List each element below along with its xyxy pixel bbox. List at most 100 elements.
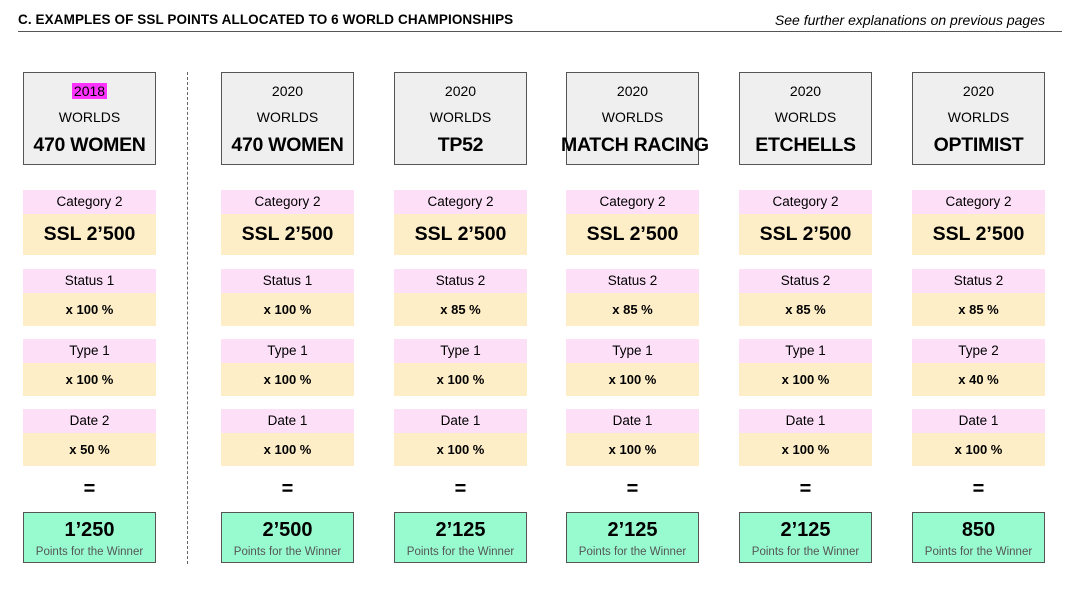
championship-column: 2018 WORLDS 470 WOMEN Category 2 SSL 2’5… [23, 72, 168, 564]
status-factor: x 85 % [566, 293, 699, 326]
event-type: WORLDS [256, 109, 319, 125]
status-label: Status 1 [23, 269, 156, 293]
event-box: 2020 WORLDS OPTIMIST [912, 72, 1045, 165]
event-year: 2020 [789, 83, 822, 99]
status-label: Status 2 [566, 269, 699, 293]
date-factor: x 100 % [221, 433, 354, 466]
points-result: 1’250 Points for the Winner [23, 512, 156, 563]
event-class: 470 WOMEN [231, 134, 344, 156]
equals-sign: = [972, 478, 985, 500]
event-year: 2020 [271, 83, 304, 99]
points-label: Points for the Winner [924, 546, 1033, 558]
event-box: 2020 WORLDS ETCHELLS [739, 72, 872, 165]
championship-column: 2020 WORLDS OPTIMIST Category 2 SSL 2’50… [912, 72, 1057, 564]
event-year: 2020 [616, 83, 649, 99]
points-value: 1’250 [64, 519, 115, 541]
type-factor: x 100 % [23, 363, 156, 396]
type-factor: x 40 % [912, 363, 1045, 396]
type-label: Type 1 [221, 339, 354, 363]
status-label: Status 2 [394, 269, 527, 293]
date-factor: x 50 % [23, 433, 156, 466]
category-label: Category 2 [221, 190, 354, 214]
championship-column: 2020 WORLDS ETCHELLS Category 2 SSL 2’50… [739, 72, 884, 564]
points-value: 2’125 [780, 519, 831, 541]
date-label: Date 1 [394, 409, 527, 433]
status-factor: x 85 % [912, 293, 1045, 326]
ssl-value: SSL 2’500 [394, 214, 527, 255]
date-factor: x 100 % [739, 433, 872, 466]
category-label: Category 2 [566, 190, 699, 214]
date-label: Date 1 [566, 409, 699, 433]
ssl-value: SSL 2’500 [912, 214, 1045, 255]
status-factor: x 100 % [23, 293, 156, 326]
event-box: 2018 WORLDS 470 WOMEN [23, 72, 156, 165]
event-box: 2020 WORLDS 470 WOMEN [221, 72, 354, 165]
event-type: WORLDS [947, 109, 1010, 125]
event-type: WORLDS [774, 109, 837, 125]
event-type: WORLDS [429, 109, 492, 125]
points-result: 2’125 Points for the Winner [739, 512, 872, 563]
equals-sign: = [281, 478, 294, 500]
event-year: 2020 [444, 83, 477, 99]
event-class: 470 WOMEN [33, 134, 146, 156]
points-value: 2’500 [262, 519, 313, 541]
equals-sign: = [799, 478, 812, 500]
points-value: 850 [961, 519, 996, 541]
points-value: 2’125 [435, 519, 486, 541]
event-box: 2020 WORLDS TP52 [394, 72, 527, 165]
type-factor: x 100 % [739, 363, 872, 396]
points-result: 850 Points for the Winner [912, 512, 1045, 563]
page-title: C. EXAMPLES OF SSL POINTS ALLOCATED TO 6… [18, 12, 514, 27]
type-label: Type 1 [394, 339, 527, 363]
ssl-value: SSL 2’500 [23, 214, 156, 255]
status-factor: x 85 % [739, 293, 872, 326]
event-class: OPTIMIST [933, 134, 1024, 156]
type-label: Type 1 [23, 339, 156, 363]
championship-column: 2020 WORLDS MATCH RACING Category 2 SSL … [561, 72, 711, 564]
points-label: Points for the Winner [751, 546, 860, 558]
type-factor: x 100 % [221, 363, 354, 396]
category-label: Category 2 [912, 190, 1045, 214]
event-year: 2020 [962, 83, 995, 99]
date-factor: x 100 % [566, 433, 699, 466]
date-factor: x 100 % [394, 433, 527, 466]
page-header: C. EXAMPLES OF SSL POINTS ALLOCATED TO 6… [18, 0, 1062, 32]
points-label: Points for the Winner [578, 546, 687, 558]
points-label: Points for the Winner [406, 546, 515, 558]
status-label: Status 1 [221, 269, 354, 293]
date-label: Date 1 [221, 409, 354, 433]
date-factor: x 100 % [912, 433, 1045, 466]
status-factor: x 85 % [394, 293, 527, 326]
ssl-value: SSL 2’500 [221, 214, 354, 255]
event-year: 2018 [71, 83, 108, 99]
category-label: Category 2 [23, 190, 156, 214]
points-label: Points for the Winner [233, 546, 342, 558]
event-class: TP52 [437, 134, 484, 156]
championship-column: 2020 WORLDS 470 WOMEN Category 2 SSL 2’5… [221, 72, 366, 564]
header-note: See further explanations on previous pag… [774, 12, 1045, 28]
points-result: 2’125 Points for the Winner [566, 512, 699, 563]
points-result: 2’500 Points for the Winner [221, 512, 354, 563]
points-value: 2’125 [607, 519, 658, 541]
type-factor: x 100 % [394, 363, 527, 396]
type-label: Type 1 [566, 339, 699, 363]
event-class: ETCHELLS [755, 134, 856, 156]
type-label: Type 1 [739, 339, 872, 363]
status-label: Status 2 [912, 269, 1045, 293]
equals-sign: = [83, 478, 96, 500]
category-label: Category 2 [394, 190, 527, 214]
date-label: Date 1 [912, 409, 1045, 433]
points-label: Points for the Winner [35, 546, 144, 558]
category-label: Category 2 [739, 190, 872, 214]
equals-sign: = [454, 478, 467, 500]
ssl-value: SSL 2’500 [566, 214, 699, 255]
event-type: WORLDS [601, 109, 664, 125]
event-box: 2020 WORLDS MATCH RACING [561, 72, 709, 165]
type-label: Type 2 [912, 339, 1045, 363]
ssl-value: SSL 2’500 [739, 214, 872, 255]
date-label: Date 2 [23, 409, 156, 433]
event-type: WORLDS [58, 109, 121, 125]
date-label: Date 1 [739, 409, 872, 433]
points-result: 2’125 Points for the Winner [394, 512, 527, 563]
championship-column: 2020 WORLDS TP52 Category 2 SSL 2’500 St… [394, 72, 539, 564]
